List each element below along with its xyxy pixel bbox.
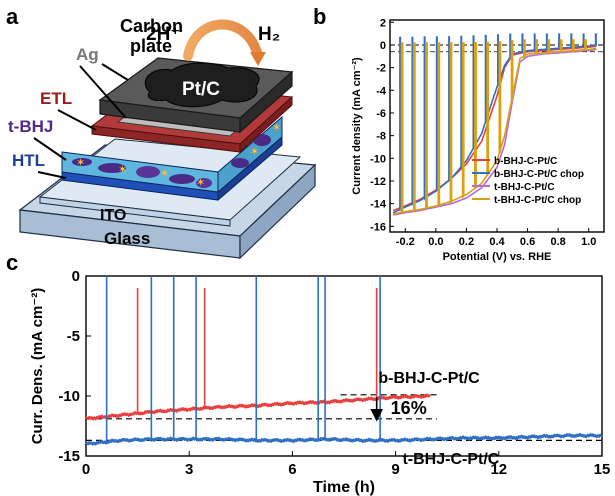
plot-frame <box>85 275 603 457</box>
series-line <box>392 48 597 216</box>
x-tick-label: -0.2 <box>396 236 415 248</box>
x-tick-label: 9 <box>391 461 399 478</box>
reactant-label: 2H⁺ <box>146 24 180 45</box>
panel-b-lsv-chart: 2 0 -2 -4 -6 -8 -10 -12 -14 -16 -0.2 0.0 0.2 0.4 0.6 0.… <box>351 17 605 263</box>
active-leader <box>33 137 67 161</box>
pt-c-label: Pt/C <box>182 79 220 100</box>
svg-text:✶: ✶ <box>196 177 205 189</box>
legend-label: b-BHJ-C-Pt/C <box>494 156 557 167</box>
pt-c-catalyst <box>144 62 260 108</box>
panel-a-device-schematic: a ✶ ✶ ✶ <box>6 4 317 260</box>
panel-b-label: b <box>313 4 326 29</box>
glass-label: Glass <box>104 229 150 248</box>
legend-label: b-BHJ-C-Pt/C chop <box>494 169 584 180</box>
series-line <box>84 393 431 421</box>
x-tick-label: 0.0 <box>428 236 443 248</box>
y-axis-title: Current density (mA cm⁻²) <box>351 57 363 195</box>
active-layer: ✶ ✶ ✶ ✶ ✶ ✶ <box>61 115 283 194</box>
reaction-arc-arrow <box>183 19 263 61</box>
carbon-leader <box>101 63 129 81</box>
active-label: t-BHJ <box>8 117 53 136</box>
carbon-label-line1: Carbon <box>120 16 183 36</box>
svg-text:✶: ✶ <box>250 146 259 158</box>
panel-a-label: a <box>6 4 19 29</box>
svg-text:✶: ✶ <box>118 164 127 176</box>
svg-text:✶: ✶ <box>160 168 169 180</box>
svg-text:✶: ✶ <box>76 157 85 169</box>
y-tick-label: 0 <box>380 40 386 52</box>
y-tick-label: -10 <box>370 153 386 165</box>
y-tick-label: -14 <box>370 199 387 211</box>
decay-percentage: 16% <box>391 398 427 418</box>
y-tick-label: -6 <box>376 108 386 120</box>
y-tick-label: -12 <box>370 176 386 188</box>
y-tick-label: -10 <box>58 388 80 405</box>
svg-text:✶: ✶ <box>272 122 281 134</box>
ag-label: Ag <box>76 45 99 64</box>
y-tick-label: 0 <box>72 268 80 285</box>
x-axis-title: Potential (V) vs. RHE <box>443 251 552 263</box>
ito-label: ITO <box>100 207 126 224</box>
x-tick-label: 0 <box>82 461 90 478</box>
t-bhj-label: t-BHJ-C-Pt/C <box>402 451 499 468</box>
etl-leader <box>57 109 97 131</box>
y-axis-title: Curr. Dens. (mA cm⁻²) <box>29 288 46 445</box>
x-tick-label: 12 <box>490 461 507 478</box>
y-tick-label: -5 <box>67 328 80 345</box>
y-tick-label: 2 <box>380 17 386 29</box>
reaction-arrowhead <box>250 52 266 66</box>
panel-c-label: c <box>6 250 18 275</box>
legend-label: t-BHJ-C-Pt/C chop <box>494 195 581 206</box>
series-line <box>392 39 597 215</box>
y-tick-label: -8 <box>376 131 386 143</box>
x-tick-label: 6 <box>288 461 296 478</box>
carbon-label-line2: plate <box>130 36 172 56</box>
x-tick-label: 0.6 <box>520 236 535 248</box>
b-bhj-label: b-BHJ-C-Pt/C <box>378 370 480 387</box>
y-tick-label: -15 <box>58 448 80 465</box>
ag-leader <box>79 65 127 119</box>
htl-label: HTL <box>12 151 45 170</box>
x-tick-label: 1.0 <box>581 236 596 248</box>
x-tick-label: 0.2 <box>459 236 474 248</box>
product-label: H₂ <box>258 24 280 45</box>
x-tick-label: 0.4 <box>489 236 505 248</box>
y-tick-label: -16 <box>370 221 386 233</box>
x-axis-title: Time (h) <box>313 479 375 496</box>
series-line <box>84 433 603 446</box>
etl-label: ETL <box>40 89 72 108</box>
y-tick-label: -2 <box>376 63 386 75</box>
htl-leader <box>37 171 67 179</box>
x-tick-label: 0.8 <box>550 236 565 248</box>
x-tick-label: 15 <box>594 461 611 478</box>
y-tick-label: -4 <box>376 85 387 97</box>
legend-label: t-BHJ-C-Pt/C <box>494 182 555 193</box>
x-tick-label: 3 <box>185 461 193 478</box>
